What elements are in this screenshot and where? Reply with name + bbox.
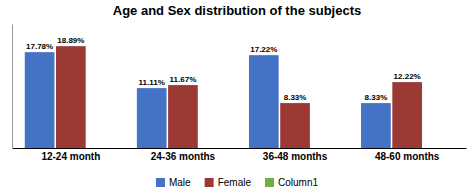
legend-label: Male (169, 177, 191, 188)
data-label: 18.89% (57, 36, 84, 45)
chart: Age and Sex distribution of the subjects… (0, 0, 474, 194)
x-tick: 48-60 months (375, 148, 440, 162)
title: Age and Sex distribution of the subjects (113, 3, 361, 18)
x-tick: 12-24 month (41, 148, 100, 162)
legend-item: Female (205, 177, 252, 188)
bars (25, 46, 422, 148)
data-labels: 17.78% 11.11% 17.22% 8.33% 18.89% 11.67% 8.33%… (26, 36, 421, 102)
x-tick: 24-36 months (151, 148, 216, 162)
legend-swatch (205, 178, 214, 187)
bar (249, 55, 279, 148)
legend-label: Column1 (278, 177, 318, 188)
bar (87, 148, 117, 149)
legend-swatch (156, 178, 165, 187)
x-axis: 12-24 month 24-36 months 36-48 months 48-60… (13, 148, 467, 162)
x-tick-label: 12-24 month (41, 151, 100, 162)
bar-series (56, 46, 422, 148)
bar (168, 85, 198, 148)
x-tick-label: 36-48 months (263, 151, 328, 162)
bar (392, 82, 422, 148)
x-tick-label: 24-36 months (151, 151, 216, 162)
bar (361, 103, 391, 148)
bar (424, 148, 454, 149)
y-axis (12, 25, 13, 149)
legend-item: Column1 (265, 177, 318, 188)
x-tick: 36-48 months (263, 148, 328, 162)
y-axis-line (12, 25, 13, 149)
bar (280, 103, 310, 148)
bar (311, 148, 341, 149)
x-axis-line (13, 148, 467, 149)
data-label: 17.22% (250, 45, 277, 54)
legend: Male Female Column1 (156, 177, 319, 188)
data-label: 17.78% (26, 42, 53, 51)
data-label: 8.33% (365, 93, 388, 102)
data-label: 8.33% (284, 93, 307, 102)
data-label: 11.67% (170, 75, 197, 84)
data-label-series: 18.89% 11.67% 8.33% 12.22% (57, 36, 420, 102)
bar (56, 46, 86, 148)
data-label-series: 17.78% 11.11% 17.22% 8.33% (26, 42, 387, 102)
legend-label: Female (218, 177, 252, 188)
legend-item: Male (156, 177, 191, 188)
x-tick-label: 48-60 months (375, 151, 440, 162)
bar (137, 88, 167, 148)
bar (25, 52, 55, 148)
data-label: 11.11% (139, 78, 165, 87)
bar (199, 148, 229, 149)
data-label: 12.22% (394, 72, 421, 81)
legend-swatch (265, 178, 274, 187)
plot: 17.78% 11.11% 17.22% 8.33% 18.89% 11.67% 8.33%… (13, 25, 467, 163)
